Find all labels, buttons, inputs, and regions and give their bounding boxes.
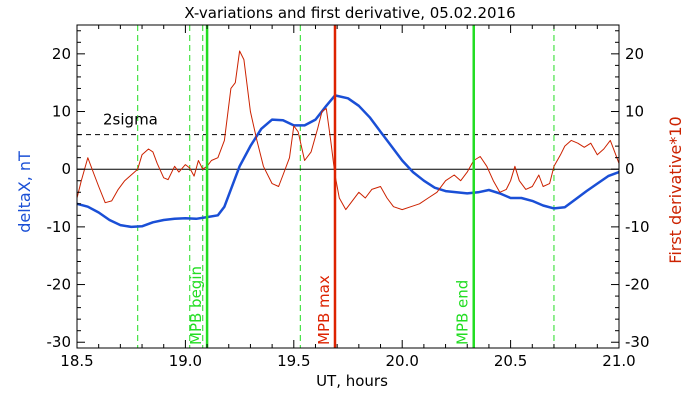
y-tick-label-left: 0 bbox=[61, 160, 71, 178]
y-axis-label-left: deltaX, nT bbox=[15, 151, 34, 233]
y-tick-label-right: -30 bbox=[625, 333, 650, 351]
y-tick-label-left: -20 bbox=[47, 276, 72, 294]
y-tick-label-left: -30 bbox=[47, 333, 72, 351]
x-tick-label: 21.0 bbox=[602, 352, 635, 370]
plot-frame bbox=[76, 24, 620, 349]
mpb-end-label: MPB end bbox=[454, 280, 472, 345]
markers-layer: MPB begin MPB max MPB end bbox=[187, 25, 475, 348]
reference-lines-layer: 2sigma bbox=[77, 25, 619, 348]
series-line-derivative bbox=[76, 50, 620, 211]
y-tick-label-right: -10 bbox=[625, 218, 650, 236]
mpb-begin-label: MPB begin bbox=[187, 266, 205, 345]
series-line-deltax bbox=[76, 94, 620, 229]
y-tick-label-left: 20 bbox=[52, 45, 71, 63]
x-tick-label: 18.5 bbox=[60, 352, 93, 370]
y-tick-label-left: 10 bbox=[52, 103, 71, 121]
y-tick-label-right: 20 bbox=[625, 45, 644, 63]
y-axis-label-right: First derivative*10 bbox=[666, 116, 685, 263]
y-tick-label-left: -10 bbox=[47, 218, 72, 236]
y-tick-label-right: -20 bbox=[625, 276, 650, 294]
y-tick-label-right: 0 bbox=[625, 160, 635, 178]
x-tick-label: 20.0 bbox=[385, 352, 418, 370]
chart-title: X-variations and first derivative, 05.02… bbox=[184, 4, 515, 22]
mpb-max-label: MPB max bbox=[315, 275, 333, 345]
series-layer bbox=[76, 50, 620, 229]
x-tick-label: 20.5 bbox=[494, 352, 527, 370]
x-tick-label: 19.0 bbox=[169, 352, 202, 370]
axes-layer: 18.5 19.0 19.5 20.0 20.5 21.0-30 -30-20 -20-10-… bbox=[47, 24, 650, 370]
two-sigma-label: 2sigma bbox=[103, 111, 158, 129]
y-tick-label-right: 10 bbox=[625, 103, 644, 121]
x-tick-label: 19.5 bbox=[277, 352, 310, 370]
x-axis-label: UT, hours bbox=[316, 372, 388, 390]
